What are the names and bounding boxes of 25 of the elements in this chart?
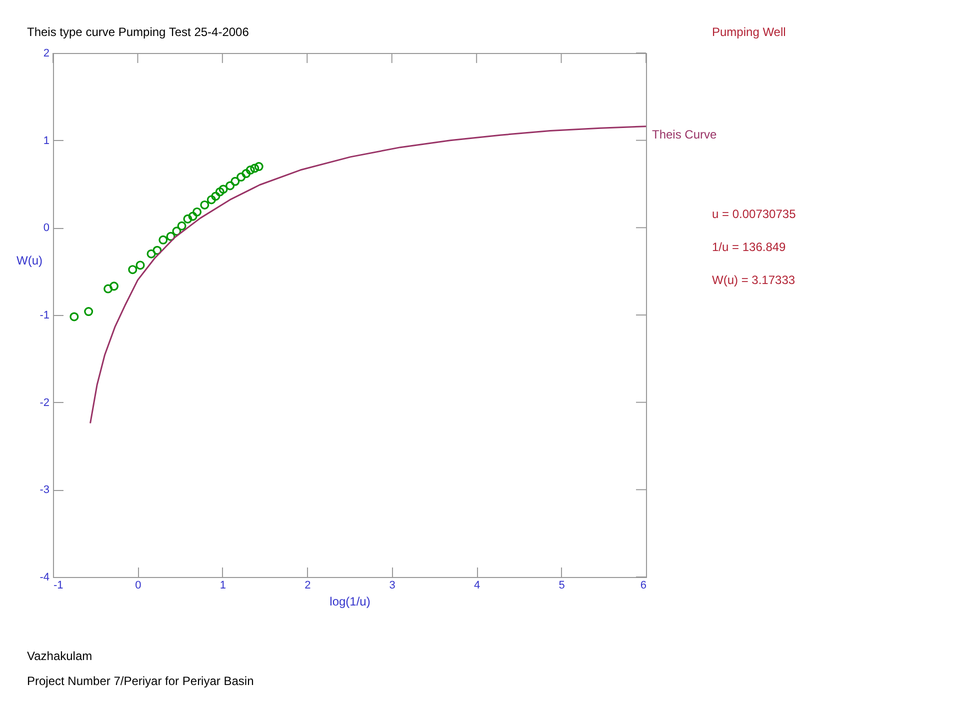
x-tick-label: 3: [389, 580, 396, 592]
text: W(u) = 3.17333: [712, 273, 796, 287]
y-tick-label: 2: [43, 48, 50, 60]
series-label: Theis Curve: [652, 127, 718, 142]
text: u = 0.00730735: [712, 207, 796, 221]
y-tick-label: 0: [43, 222, 50, 234]
y-tick-label: -4: [40, 572, 50, 584]
x-tick-label: 4: [474, 580, 480, 592]
y-tick-label: -3: [40, 484, 50, 496]
y-axis-title: W(u): [16, 253, 42, 268]
x-tick-label: 6: [640, 580, 646, 592]
x-tick-label: 0: [135, 580, 142, 592]
y-tick-label: -1: [40, 310, 50, 322]
text: Pumping Well: [712, 25, 786, 39]
x-tick-label: 2: [304, 580, 311, 592]
text: Project Number 7/Periyar for Periyar Basin: [27, 674, 254, 688]
y-tick-label: 1: [43, 134, 50, 147]
y-tick-label: -2: [40, 396, 50, 409]
x-tick-label: 1: [220, 580, 226, 592]
x-tick-label: 5: [558, 580, 565, 592]
x-tick-label: -1: [54, 580, 64, 592]
x-axis-title: log(1/u): [330, 594, 370, 608]
chart-title: Theis type curve Pumping Test 25-4-2006: [27, 25, 249, 39]
text: 1/u = 136.849: [712, 240, 786, 254]
text: Vazhakulam: [27, 649, 92, 663]
